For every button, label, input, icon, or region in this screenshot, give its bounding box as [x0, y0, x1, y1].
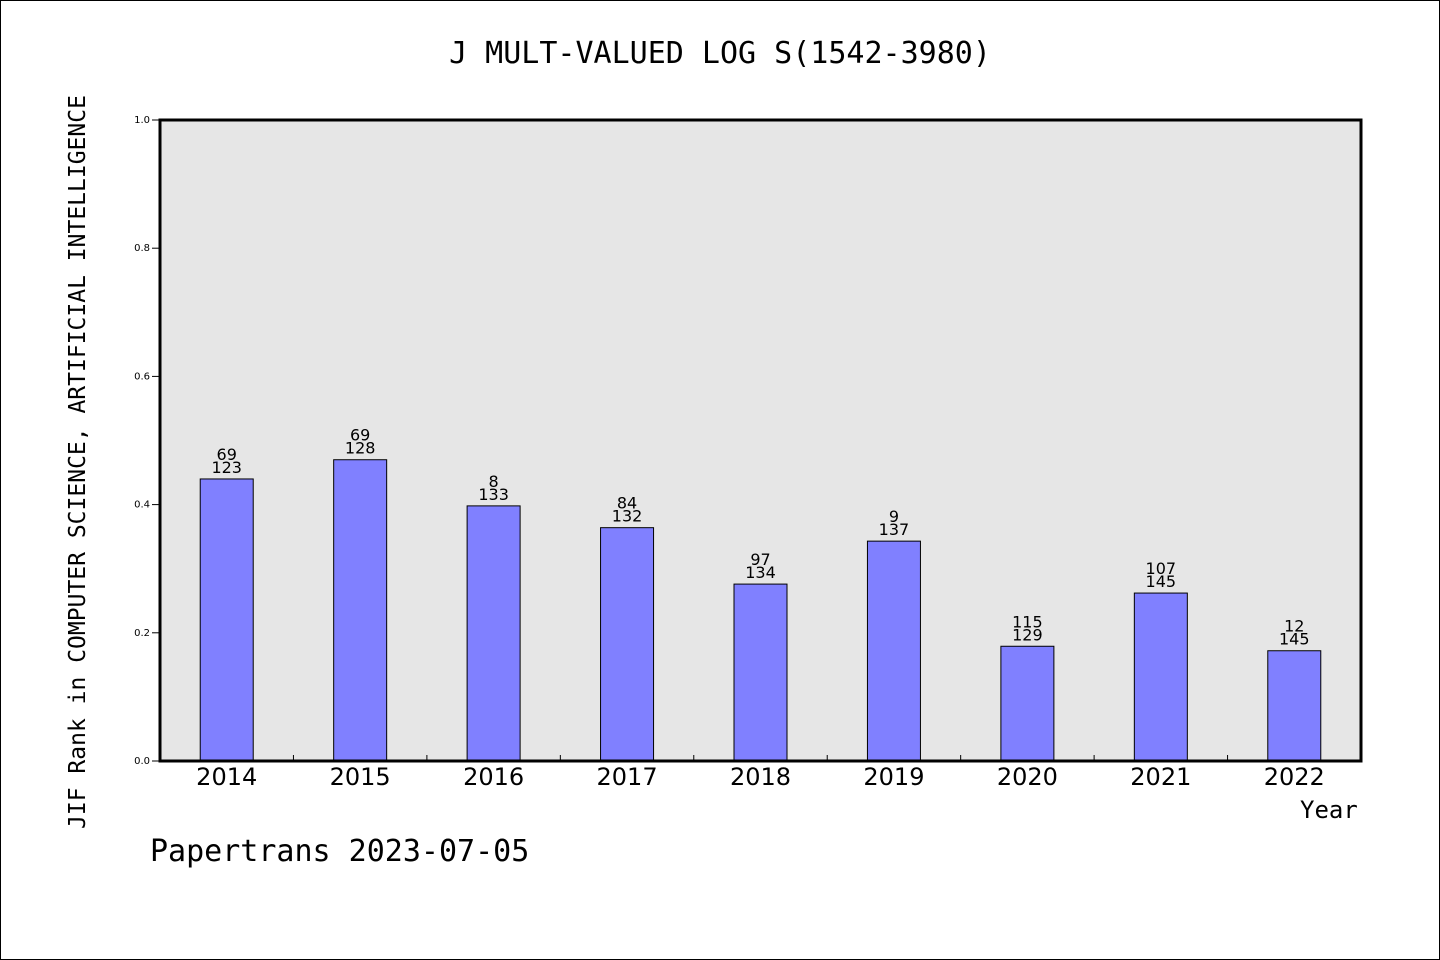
bar-rank-label: 8 — [489, 472, 499, 491]
bar-total-label: 133 — [478, 485, 509, 504]
x-tick-label: 2015 — [330, 763, 391, 791]
footer-credit: Papertrans 2023-07-05 — [150, 834, 530, 869]
bar-total-label: 145 — [1279, 630, 1310, 649]
x-axis-label: Year — [1300, 796, 1358, 824]
x-tick-label: 2014 — [196, 763, 257, 791]
x-tick-label: 2020 — [997, 763, 1058, 791]
x-tick-label: 2018 — [730, 763, 791, 791]
bar-rank-label: 97 — [750, 550, 770, 569]
bar-total-label: 129 — [1012, 625, 1043, 644]
bar-2019 — [866, 540, 921, 762]
bar-2017 — [600, 527, 655, 762]
bar-total-label: 123 — [211, 458, 242, 477]
x-tick-label: 2021 — [1130, 763, 1191, 791]
bar-2020 — [1000, 645, 1055, 762]
bar-rank-label: 69 — [217, 445, 237, 464]
bar-total-label: 145 — [1146, 572, 1177, 591]
chart-title: J MULT-VALUED LOG S(1542-3980) — [449, 36, 991, 71]
y-tick-label: 0.2 — [134, 628, 150, 639]
bar-2018 — [733, 583, 788, 762]
bar-rank-label: 9 — [889, 507, 899, 526]
bar-2014 — [199, 478, 254, 762]
bar-2016 — [466, 505, 521, 762]
x-tick-label: 2016 — [463, 763, 524, 791]
bar-2022 — [1267, 650, 1322, 762]
bar-2021 — [1133, 592, 1188, 762]
y-tick-label: 0.6 — [134, 371, 150, 382]
y-tick-label: 0.8 — [134, 243, 150, 254]
bar-rank-label: 69 — [350, 426, 370, 445]
x-tick-label: 2017 — [597, 763, 658, 791]
plot-border — [158, 118, 1363, 763]
y-tick-label: 0.0 — [134, 756, 150, 767]
y-tick-label: 0.4 — [134, 500, 150, 511]
bar-rank-label: 84 — [617, 494, 637, 513]
bar-2015 — [333, 459, 388, 762]
bar-total-label: 134 — [745, 563, 776, 582]
bar-rank-label: 107 — [1146, 559, 1177, 578]
bar-total-label: 128 — [345, 439, 376, 458]
x-tick-label: 2019 — [863, 763, 924, 791]
x-tick-label: 2022 — [1264, 763, 1325, 791]
bar-total-label: 132 — [612, 507, 643, 526]
y-tick-label: 1.0 — [134, 115, 150, 126]
bar-total-label: 137 — [879, 520, 910, 539]
bar-rank-label: 115 — [1012, 612, 1043, 631]
bar-rank-label: 12 — [1284, 617, 1304, 636]
